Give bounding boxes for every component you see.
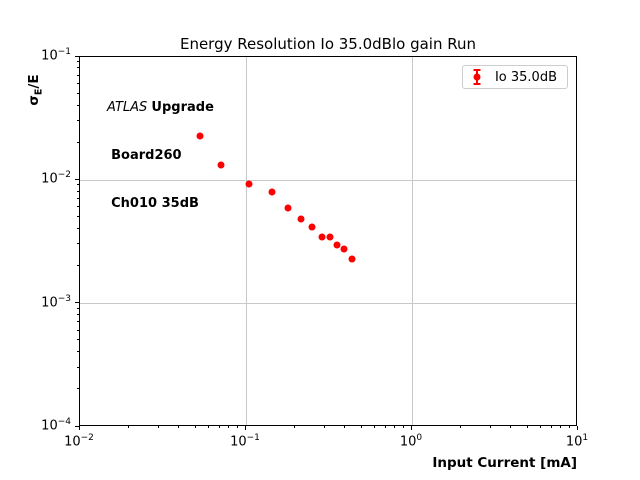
- y-minor-tick: [77, 243, 79, 245]
- data-point: [348, 255, 356, 263]
- x-minor-tick: [394, 426, 396, 428]
- annotation-text: ATLAS Upgrade Board260 Ch010 35dB: [107, 68, 214, 244]
- data-point: [340, 245, 348, 253]
- y-minor-tick: [77, 184, 79, 186]
- data-point: [284, 204, 292, 212]
- y-major-tick: [75, 55, 79, 57]
- errorbar-marker-icon: [472, 69, 482, 85]
- data-point: [318, 233, 326, 241]
- x-minor-tick: [228, 426, 230, 428]
- y-major-tick: [75, 178, 79, 180]
- x-minor-tick: [384, 426, 386, 428]
- x-minor-tick: [568, 426, 570, 428]
- data-point: [326, 233, 334, 241]
- y-tick-label-10e-3: 10−3: [41, 293, 71, 310]
- y-minor-tick: [77, 215, 79, 217]
- gridline-y-10e-2: [80, 179, 576, 181]
- gridline-y-10e-3: [80, 303, 576, 305]
- x-major-tick: [78, 426, 80, 430]
- x-tick-label-10e-1: 10−1: [230, 433, 260, 450]
- annotation-line-3: Ch010 35dB: [111, 196, 199, 211]
- y-minor-tick: [77, 104, 79, 106]
- x-minor-tick: [460, 426, 462, 428]
- x-minor-tick: [128, 426, 130, 428]
- x-minor-tick: [510, 426, 512, 428]
- y-minor-tick: [77, 92, 79, 94]
- data-point: [308, 223, 316, 231]
- y-minor-tick: [77, 265, 79, 267]
- y-minor-tick: [77, 119, 79, 121]
- x-major-tick: [410, 426, 412, 430]
- x-tick-label-10e1: 101: [565, 433, 589, 450]
- y-minor-tick: [77, 67, 79, 69]
- x-minor-tick: [194, 426, 196, 428]
- annotation-line-1: ATLAS Upgrade: [107, 100, 214, 115]
- x-tick-label-10e0: 100: [399, 433, 423, 450]
- data-point: [196, 132, 204, 140]
- y-major-tick: [75, 425, 79, 427]
- x-minor-tick: [236, 426, 238, 428]
- x-minor-tick: [402, 426, 404, 428]
- y-minor-tick: [77, 351, 79, 353]
- data-point: [245, 180, 253, 188]
- plot-area: ATLAS Upgrade Board260 Ch010 35dB Io 35.…: [79, 56, 577, 426]
- data-point: [268, 188, 276, 196]
- x-axis-label: Input Current [mA]: [432, 455, 577, 471]
- x-tick-label-10e-2: 10−2: [64, 433, 94, 450]
- x-minor-tick: [489, 426, 491, 428]
- data-point: [333, 241, 341, 249]
- y-minor-tick: [77, 206, 79, 208]
- data-point: [217, 161, 225, 169]
- y-minor-tick: [77, 321, 79, 323]
- y-axis-label-sigma: σ: [26, 95, 42, 106]
- y-minor-tick: [77, 314, 79, 316]
- y-minor-tick: [77, 74, 79, 76]
- y-minor-tick: [77, 141, 79, 143]
- x-minor-tick: [373, 426, 375, 428]
- x-major-tick: [244, 426, 246, 430]
- y-tick-label-10e-4: 10−4: [41, 417, 71, 434]
- y-minor-tick: [77, 227, 79, 229]
- x-minor-tick: [560, 426, 562, 428]
- x-minor-tick: [360, 426, 362, 428]
- x-minor-tick: [550, 426, 552, 428]
- y-axis-label-subscript: E: [33, 88, 45, 96]
- y-major-tick: [75, 302, 79, 304]
- x-minor-tick: [344, 426, 346, 428]
- x-minor-tick: [526, 426, 528, 428]
- y-minor-tick: [77, 82, 79, 84]
- y-minor-tick: [77, 339, 79, 341]
- x-minor-tick: [539, 426, 541, 428]
- legend: Io 35.0dB: [461, 65, 568, 89]
- x-minor-tick: [207, 426, 209, 428]
- annotation-line-2: Board260: [111, 148, 182, 163]
- y-minor-tick: [77, 190, 79, 192]
- x-minor-tick: [323, 426, 325, 428]
- gridline-x-10e0: [411, 57, 413, 425]
- data-point: [297, 215, 305, 223]
- y-tick-label-10e-1: 10−1: [41, 47, 71, 64]
- y-minor-tick: [77, 61, 79, 63]
- x-minor-tick: [218, 426, 220, 428]
- y-axis-label-rest: /E: [26, 74, 42, 89]
- gridline-x-10e-1: [245, 57, 247, 425]
- y-minor-tick: [77, 307, 79, 309]
- legend-label: Io 35.0dB: [494, 69, 557, 85]
- x-major-tick: [576, 426, 578, 430]
- y-minor-tick: [77, 197, 79, 199]
- x-minor-tick: [178, 426, 180, 428]
- y-minor-tick: [77, 329, 79, 331]
- y-minor-tick: [77, 388, 79, 390]
- chart-title: Energy Resolution Io 35.0dBlo gain Run: [179, 35, 477, 53]
- y-tick-label-10e-2: 10−2: [41, 170, 71, 187]
- x-minor-tick: [294, 426, 296, 428]
- y-minor-tick: [77, 366, 79, 368]
- x-minor-tick: [157, 426, 159, 428]
